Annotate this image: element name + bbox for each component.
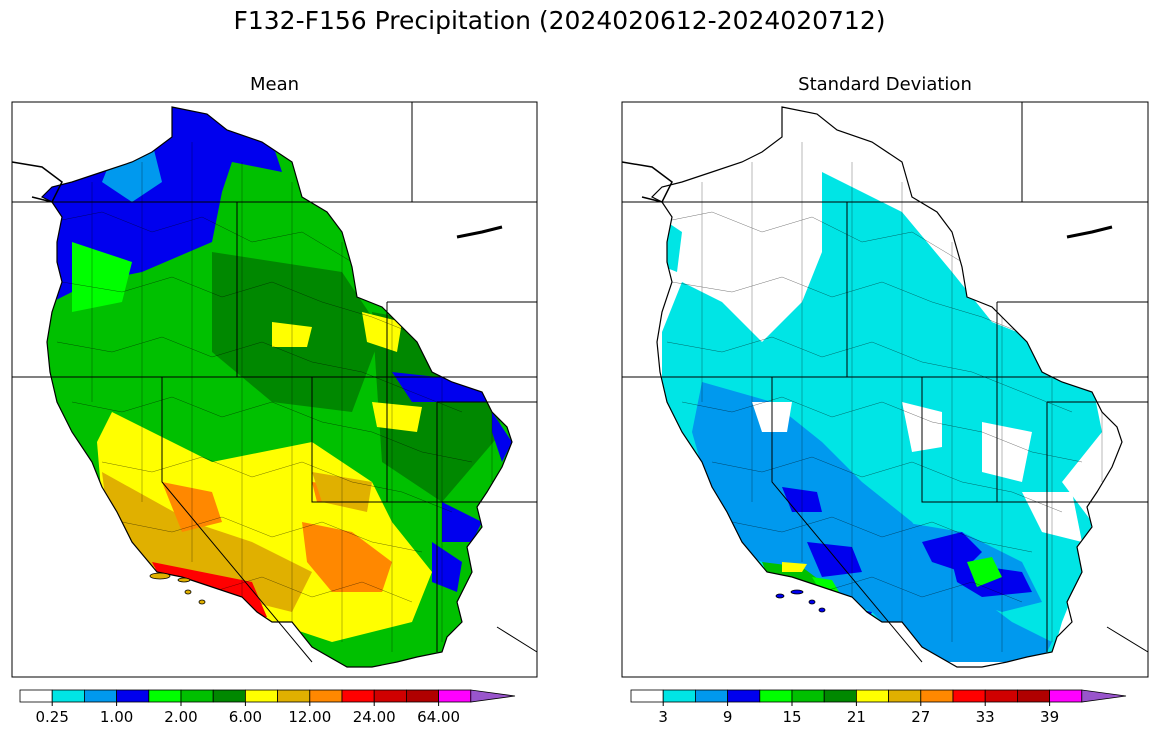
- colorbar-tick-label: 33: [976, 708, 995, 726]
- mean-islands: [149, 572, 206, 605]
- colorbar-swatch: [244, 689, 278, 703]
- mean-watersheds: [51, 142, 503, 652]
- std-borders: [621, 102, 1149, 677]
- mean-panel-title: Mean: [249, 74, 300, 95]
- colorbar-tick-label: 2.00: [164, 708, 197, 726]
- colorbar-tick-label: 39: [1040, 708, 1059, 726]
- colorbar-swatch: [1081, 689, 1127, 703]
- mean-colorbar: 0.25 1.00 2.00 6.00 12.00 24.00 64.00: [19, 689, 516, 726]
- colorbar-swatch: [888, 689, 922, 703]
- colorbar-swatch: [116, 689, 150, 703]
- colorbar-swatch: [373, 689, 407, 703]
- colorbar-swatch: [277, 689, 311, 703]
- colorbar-swatch: [920, 689, 954, 703]
- colorbar-tick-label: 27: [911, 708, 930, 726]
- colorbar-swatch: [791, 689, 825, 703]
- std-colorbar: 3 9 15 21 27 33 39: [630, 689, 1127, 726]
- colorbar-tick-label: 0.25: [35, 708, 68, 726]
- colorbar-swatch: [984, 689, 1018, 703]
- colorbar-swatch: [952, 689, 986, 703]
- colorbar-swatch: [309, 689, 343, 703]
- colorbar-swatch: [662, 689, 696, 703]
- colorbar-tick-label: 6.00: [229, 708, 262, 726]
- colorbar-swatch: [823, 689, 857, 703]
- colorbar-swatch: [19, 689, 53, 703]
- colorbar-swatch: [727, 689, 761, 703]
- figure-title: F132-F156 Precipitation (2024020612-2024…: [233, 6, 886, 35]
- colorbar-tick-label: 24.00: [353, 708, 396, 726]
- colorbar-tick-label: 12.00: [288, 708, 331, 726]
- colorbar-swatch: [148, 689, 182, 703]
- colorbar-tick-label: 21: [847, 708, 866, 726]
- colorbar-swatch: [856, 689, 890, 703]
- mean-borders: [11, 102, 538, 677]
- colorbar-swatch: [51, 689, 85, 703]
- colorbar-swatch: [341, 689, 375, 703]
- colorbar-swatch: [438, 689, 472, 703]
- colorbar-swatch: [630, 689, 664, 703]
- colorbar-swatch: [695, 689, 729, 703]
- colorbar-swatch: [212, 689, 246, 703]
- std-map: [621, 101, 1149, 678]
- colorbar-swatch: [405, 689, 439, 703]
- std-panel-title: Standard Deviation: [798, 74, 972, 95]
- colorbar-tick-label: 64.00: [417, 708, 460, 726]
- colorbar-tick-label: 15: [782, 708, 801, 726]
- colorbar-swatch: [180, 689, 214, 703]
- colorbar-tick-label: 1.00: [100, 708, 133, 726]
- colorbar-swatch: [470, 689, 516, 703]
- colorbar-tick-label: 3: [658, 708, 668, 726]
- mean-map: [11, 101, 538, 678]
- colorbar-swatch: [1049, 689, 1083, 703]
- colorbar-swatch: [1017, 689, 1051, 703]
- colorbar-tick-label: 9: [723, 708, 733, 726]
- colorbar-swatch: [759, 689, 793, 703]
- std-islands: [775, 589, 826, 613]
- colorbar-swatch: [84, 689, 118, 703]
